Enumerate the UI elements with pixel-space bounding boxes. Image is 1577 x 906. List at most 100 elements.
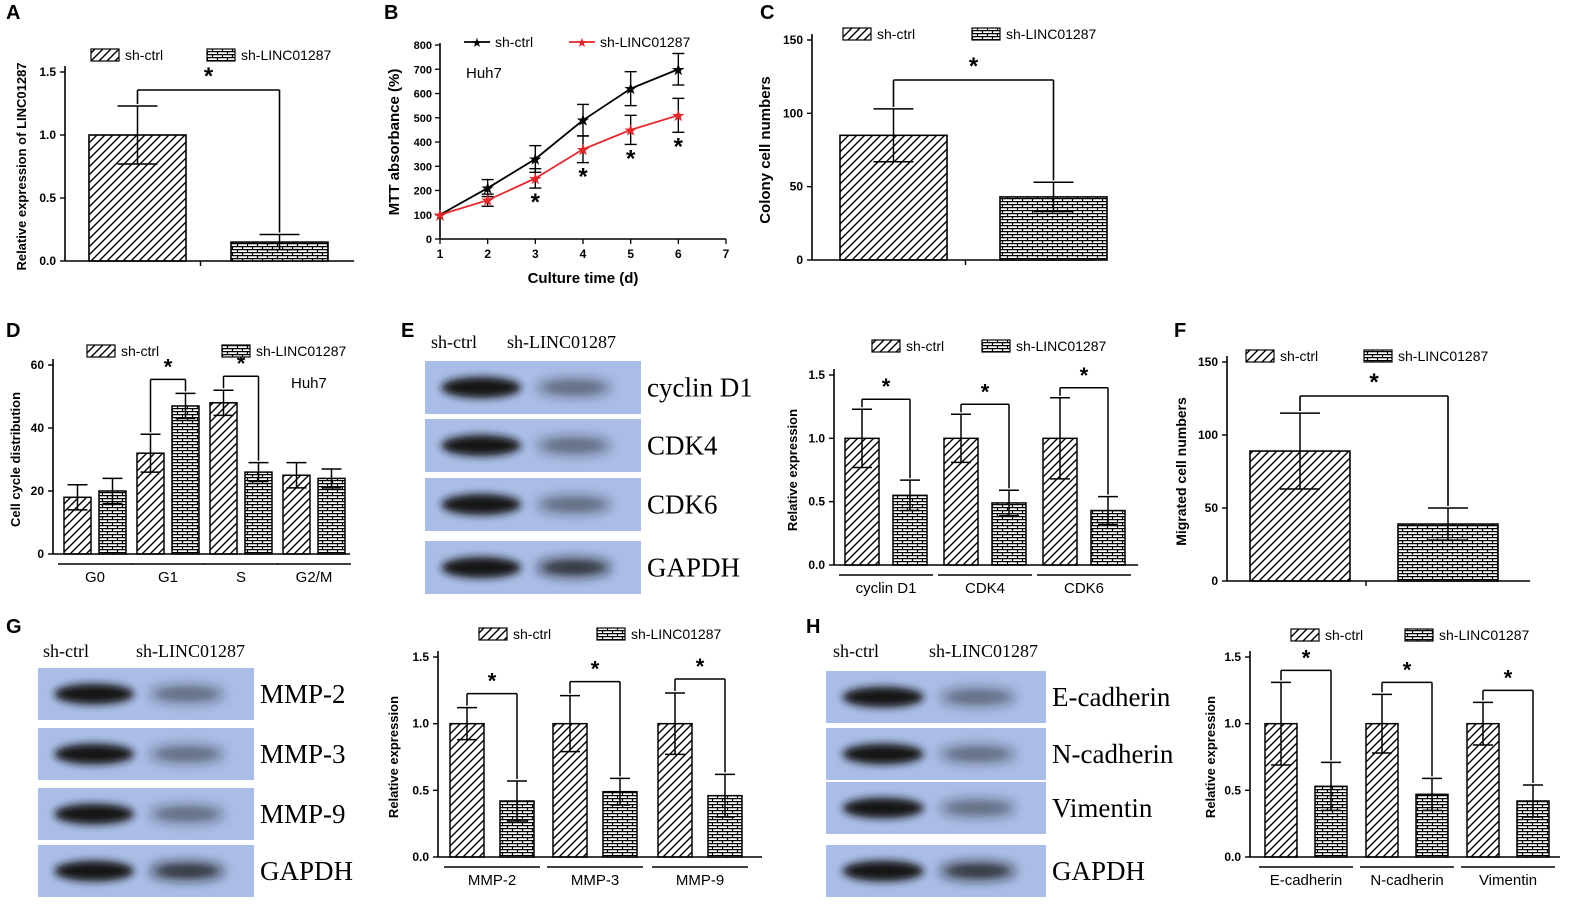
- x-category-label: cyclin D1: [856, 580, 917, 597]
- legend-swatch-sh-LINC01287: [971, 27, 1001, 41]
- blot-row-label: MMP-9: [260, 799, 346, 829]
- panel-D: 0 20 40 60 Cell cycle distribution G0 G1 S G2/M *…: [8, 343, 351, 586]
- panel-letter: H: [806, 616, 820, 638]
- significance-star: *: [674, 133, 684, 160]
- cell-line-label: Huh7: [466, 65, 502, 82]
- y-tick-label: 1.0: [1224, 717, 1241, 731]
- x-category-label: S: [236, 569, 246, 586]
- legend-label: sh-LINC01287: [631, 626, 721, 642]
- legend-swatch-sh-ctrl: [478, 627, 508, 641]
- legend-label: sh-ctrl: [906, 338, 944, 354]
- blot-band-ctrl: [54, 803, 135, 825]
- legend-label: sh-LINC01287: [1398, 348, 1488, 364]
- blot-row-label: CDK4: [647, 431, 718, 461]
- panel-E: 0.0 0.5 1.0 1.5 Relative expression cyclin D1…: [785, 338, 1138, 597]
- legend-marker: ★: [471, 35, 483, 50]
- y-tick-label: 0.0: [412, 850, 429, 864]
- panel-C: 0 50 100 150 Colony cell numbers * sh-ctrl sh-L…: [757, 26, 1108, 267]
- y-tick-label: 1.5: [39, 65, 56, 79]
- blot-band-ctrl: [842, 797, 924, 819]
- series-line-sh-ctrl: [439, 68, 679, 216]
- significance-star: *: [882, 374, 891, 399]
- y-tick-label: 1.5: [808, 368, 825, 382]
- blot-band-ctrl: [54, 683, 135, 705]
- y-tick-label: 100: [1198, 428, 1218, 442]
- y-axis-label: Relative expression: [386, 696, 401, 818]
- legend-swatch-sh-LINC01287: [206, 48, 236, 62]
- y-tick-label: 100: [783, 106, 803, 120]
- bar-sh-LINC01287: [317, 477, 346, 555]
- y-tick-label: 0.5: [1224, 783, 1241, 797]
- y-axis-label: Relative expression: [1203, 696, 1218, 818]
- significance-star: *: [696, 654, 705, 679]
- blot-band-sh: [940, 800, 1016, 816]
- y-tick-label: 1.5: [1224, 650, 1241, 664]
- panel-H: 0.0 0.5 1.0 1.5 Relative expression E-cadheri…: [1203, 627, 1560, 889]
- significance-star: *: [981, 379, 990, 404]
- blot-band-ctrl: [441, 556, 522, 579]
- bar-sh-LINC01287: [244, 471, 273, 555]
- panel-G: 0.0 0.5 1.0 1.5 Relative expression MMP-2 MMP-…: [386, 626, 762, 889]
- blot-E: sh-ctrl sh-LINC01287 cyclin D1 CDK4 CDK6 GAPD…: [425, 332, 753, 594]
- blot-G: sh-ctrl sh-LINC01287 MMP-2 MMP-3 MMP-9 GAPDH: [38, 641, 353, 897]
- y-tick-label: 50: [1205, 501, 1219, 515]
- legend-swatch-sh-ctrl: [871, 339, 901, 353]
- y-tick-label: 0: [796, 253, 803, 267]
- legend-swatch-sh-ctrl: [1245, 349, 1275, 363]
- data-point-marker: ★: [434, 207, 447, 223]
- legend-label: sh-LINC01287: [1439, 627, 1529, 643]
- legend-swatch-sh-LINC01287: [1404, 628, 1434, 642]
- panel-letter-G: G: [6, 616, 22, 638]
- y-tick-label: 0.5: [39, 191, 56, 205]
- blot-row-label: Vimentin: [1052, 793, 1153, 823]
- y-tick-label: 100: [414, 210, 432, 222]
- significance-star: *: [204, 63, 214, 90]
- legend-label: sh-ctrl: [1325, 627, 1363, 643]
- blot-lane-label: sh-LINC01287: [136, 641, 245, 661]
- blot-lane-label: sh-LINC01287: [929, 641, 1038, 661]
- blot-band-sh: [537, 379, 611, 396]
- x-tick-label: 2: [484, 247, 491, 261]
- x-tick-label: 4: [580, 247, 587, 261]
- y-tick-label: 0.5: [412, 783, 429, 797]
- data-point-marker: ★: [529, 170, 542, 186]
- y-tick-label: 1.0: [808, 431, 825, 445]
- blot-band-sh: [537, 437, 611, 454]
- blot-row-label: E-cadherin: [1052, 682, 1171, 712]
- significance-star: *: [969, 53, 979, 80]
- y-tick-label: 0: [1211, 574, 1218, 588]
- x-category-label: G0: [85, 569, 105, 586]
- y-tick-label: 0.5: [808, 495, 825, 509]
- data-point-marker: ★: [481, 192, 494, 208]
- panel-letter-E: E: [401, 320, 414, 342]
- y-tick-label: 800: [414, 40, 432, 52]
- y-tick-label: 200: [414, 186, 432, 198]
- y-tick-label: 150: [1198, 355, 1218, 369]
- blot-band-ctrl: [842, 743, 924, 765]
- legend-label: sh-LINC01287: [1006, 26, 1096, 42]
- panel-letter: C: [760, 2, 774, 24]
- blot-row-label: cyclin D1: [647, 373, 753, 403]
- blot-row-label: CDK6: [647, 490, 718, 520]
- blot-row-label: MMP-2: [260, 679, 346, 709]
- blot-band-sh: [940, 689, 1016, 705]
- y-tick-label: 600: [414, 89, 432, 101]
- y-tick-label: 50: [790, 180, 804, 194]
- x-category-label: MMP-3: [571, 872, 619, 889]
- panel-letter: D: [6, 320, 20, 342]
- y-tick-label: 60: [31, 358, 45, 372]
- legend-label: sh-LINC01287: [600, 34, 690, 50]
- x-tick-label: 3: [532, 247, 539, 261]
- legend-swatch-sh-ctrl: [842, 27, 872, 41]
- bar-sh-ctrl: [209, 402, 238, 555]
- significance-star: *: [591, 657, 600, 682]
- panel-A: 0.0 0.5 1.0 1.5 Relative expression of LINC0…: [14, 47, 354, 271]
- legend-swatch-sh-LINC01287: [596, 627, 626, 641]
- x-category-label: MMP-2: [468, 872, 516, 889]
- y-axis-label: Relative expression of LINC01287: [14, 62, 29, 270]
- legend-swatch-sh-ctrl: [1290, 628, 1320, 642]
- y-tick-label: 300: [414, 161, 432, 173]
- significance-star: *: [1504, 665, 1513, 690]
- data-point-marker: ★: [481, 180, 494, 196]
- significance-star: *: [164, 354, 173, 379]
